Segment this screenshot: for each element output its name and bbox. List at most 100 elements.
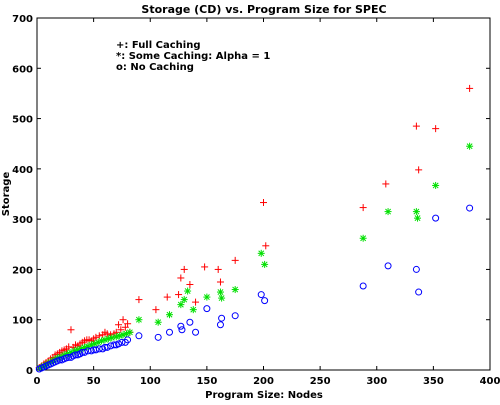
some-caching-point [257, 249, 265, 257]
some-caching-point [432, 181, 440, 189]
full-caching-point [466, 84, 474, 92]
no-caching-point [203, 305, 211, 313]
no-caching-point [72, 351, 80, 359]
no-caching-point [135, 332, 143, 340]
chart-title: Storage (CD) vs. Program Size for SPEC [141, 3, 386, 16]
no-caching-point [432, 214, 440, 222]
full-caching-point [382, 180, 390, 188]
no-caching-point [103, 343, 111, 351]
some-caching-point-stroke [113, 333, 120, 340]
some-caching-point-stroke [166, 311, 173, 318]
y-tick-label: 500 [12, 115, 33, 126]
no-caching-point [124, 336, 132, 344]
full-caching-point [124, 320, 132, 328]
some-caching-point [216, 288, 224, 296]
full-caching-point [67, 326, 75, 334]
x-tick-label: 350 [423, 376, 444, 387]
some-caching-point-stroke [181, 296, 188, 303]
full-caching-point [65, 343, 73, 351]
no-caching-point [192, 328, 200, 336]
no-caching-point [92, 346, 100, 354]
some-caching-point-stroke [116, 332, 123, 339]
x-tick-label: 300 [366, 376, 387, 387]
x-tick-label: 0 [34, 376, 41, 387]
some-caching-point-stroke [177, 301, 184, 308]
some-caching-point [414, 214, 422, 222]
legend: +: Full Caching*: Some Caching: Alpha = … [116, 40, 270, 73]
some-caching-point-stroke [217, 289, 224, 296]
some-caching-point [231, 286, 239, 294]
data-points [35, 84, 474, 373]
full-caching-point [415, 166, 423, 174]
legend-entry: *: Some Caching: Alpha = 1 [116, 51, 270, 62]
some-caching-point [384, 208, 392, 216]
some-caching-point [108, 334, 116, 342]
no-caching-point [186, 318, 194, 326]
some-caching-point-stroke [98, 337, 105, 344]
some-caching-point-stroke [414, 215, 421, 222]
y-tick-label: 0 [26, 366, 33, 377]
plot-area-frame [36, 17, 491, 371]
no-caching-point [218, 314, 226, 322]
some-caching-point-stroke [126, 329, 133, 336]
full-caching-point [152, 306, 160, 314]
some-caching-point-stroke [190, 306, 197, 313]
y-axis: 0 100 200 300 400 500 600 700 [12, 14, 490, 377]
x-tick-label: 250 [310, 376, 331, 387]
some-caching-point-stroke [360, 235, 367, 242]
some-caching-point [126, 328, 134, 336]
no-caching-point [412, 265, 420, 273]
some-caching-point-stroke [385, 208, 392, 215]
some-caching-point-stroke [413, 208, 420, 215]
some-caching-point [135, 316, 143, 324]
no-caching-point [178, 326, 186, 334]
no-caching-point [231, 312, 239, 320]
no-caching-point [216, 321, 224, 329]
no-caching-point [81, 348, 89, 356]
full-caching-point [359, 204, 367, 212]
some-caching-point-stroke [466, 143, 473, 150]
no-caching-point [466, 204, 474, 212]
y-tick-label: 600 [12, 64, 33, 75]
full-caching-point [180, 265, 188, 273]
y-tick-label: 300 [12, 215, 33, 226]
no-caching-point [110, 341, 118, 349]
some-caching-point-stroke [258, 250, 265, 257]
full-caching-point [163, 293, 171, 301]
x-tick-label: 50 [87, 376, 101, 387]
full-caching-point [175, 291, 183, 299]
no-caching-point [166, 328, 174, 336]
y-tick-label: 200 [12, 265, 33, 276]
some-caching-point [218, 294, 226, 302]
full-caching-point [186, 281, 194, 289]
some-caching-point [261, 260, 269, 268]
y-tick-label: 700 [12, 14, 33, 25]
some-caching-point [180, 296, 188, 304]
no-caching-point [56, 356, 64, 364]
full-caching-point [412, 122, 420, 130]
no-caching-point [154, 333, 162, 341]
some-caching-point-stroke [155, 319, 162, 326]
full-caching-point [216, 278, 224, 286]
some-caching-point-stroke [184, 288, 191, 295]
no-caching-point [118, 338, 126, 346]
full-caching-point [201, 263, 209, 271]
no-caching-point [359, 282, 367, 290]
no-caching-point [261, 297, 269, 305]
some-caching-point-stroke [203, 294, 210, 301]
some-caching-point [112, 333, 120, 341]
some-caching-point-stroke [105, 335, 112, 342]
some-caching-point [189, 306, 197, 314]
full-caching-point [135, 296, 143, 304]
some-caching-point-stroke [261, 261, 268, 268]
full-caching-point [119, 316, 127, 324]
some-caching-point [101, 336, 109, 344]
x-tick-label: 100 [140, 376, 161, 387]
x-tick-label: 150 [196, 376, 217, 387]
full-caching-point [214, 265, 222, 273]
no-caching-point [415, 288, 423, 296]
some-caching-point-stroke [88, 341, 95, 348]
full-caching-point [177, 274, 185, 282]
some-caching-point-stroke [218, 295, 225, 302]
some-caching-point [177, 301, 185, 309]
